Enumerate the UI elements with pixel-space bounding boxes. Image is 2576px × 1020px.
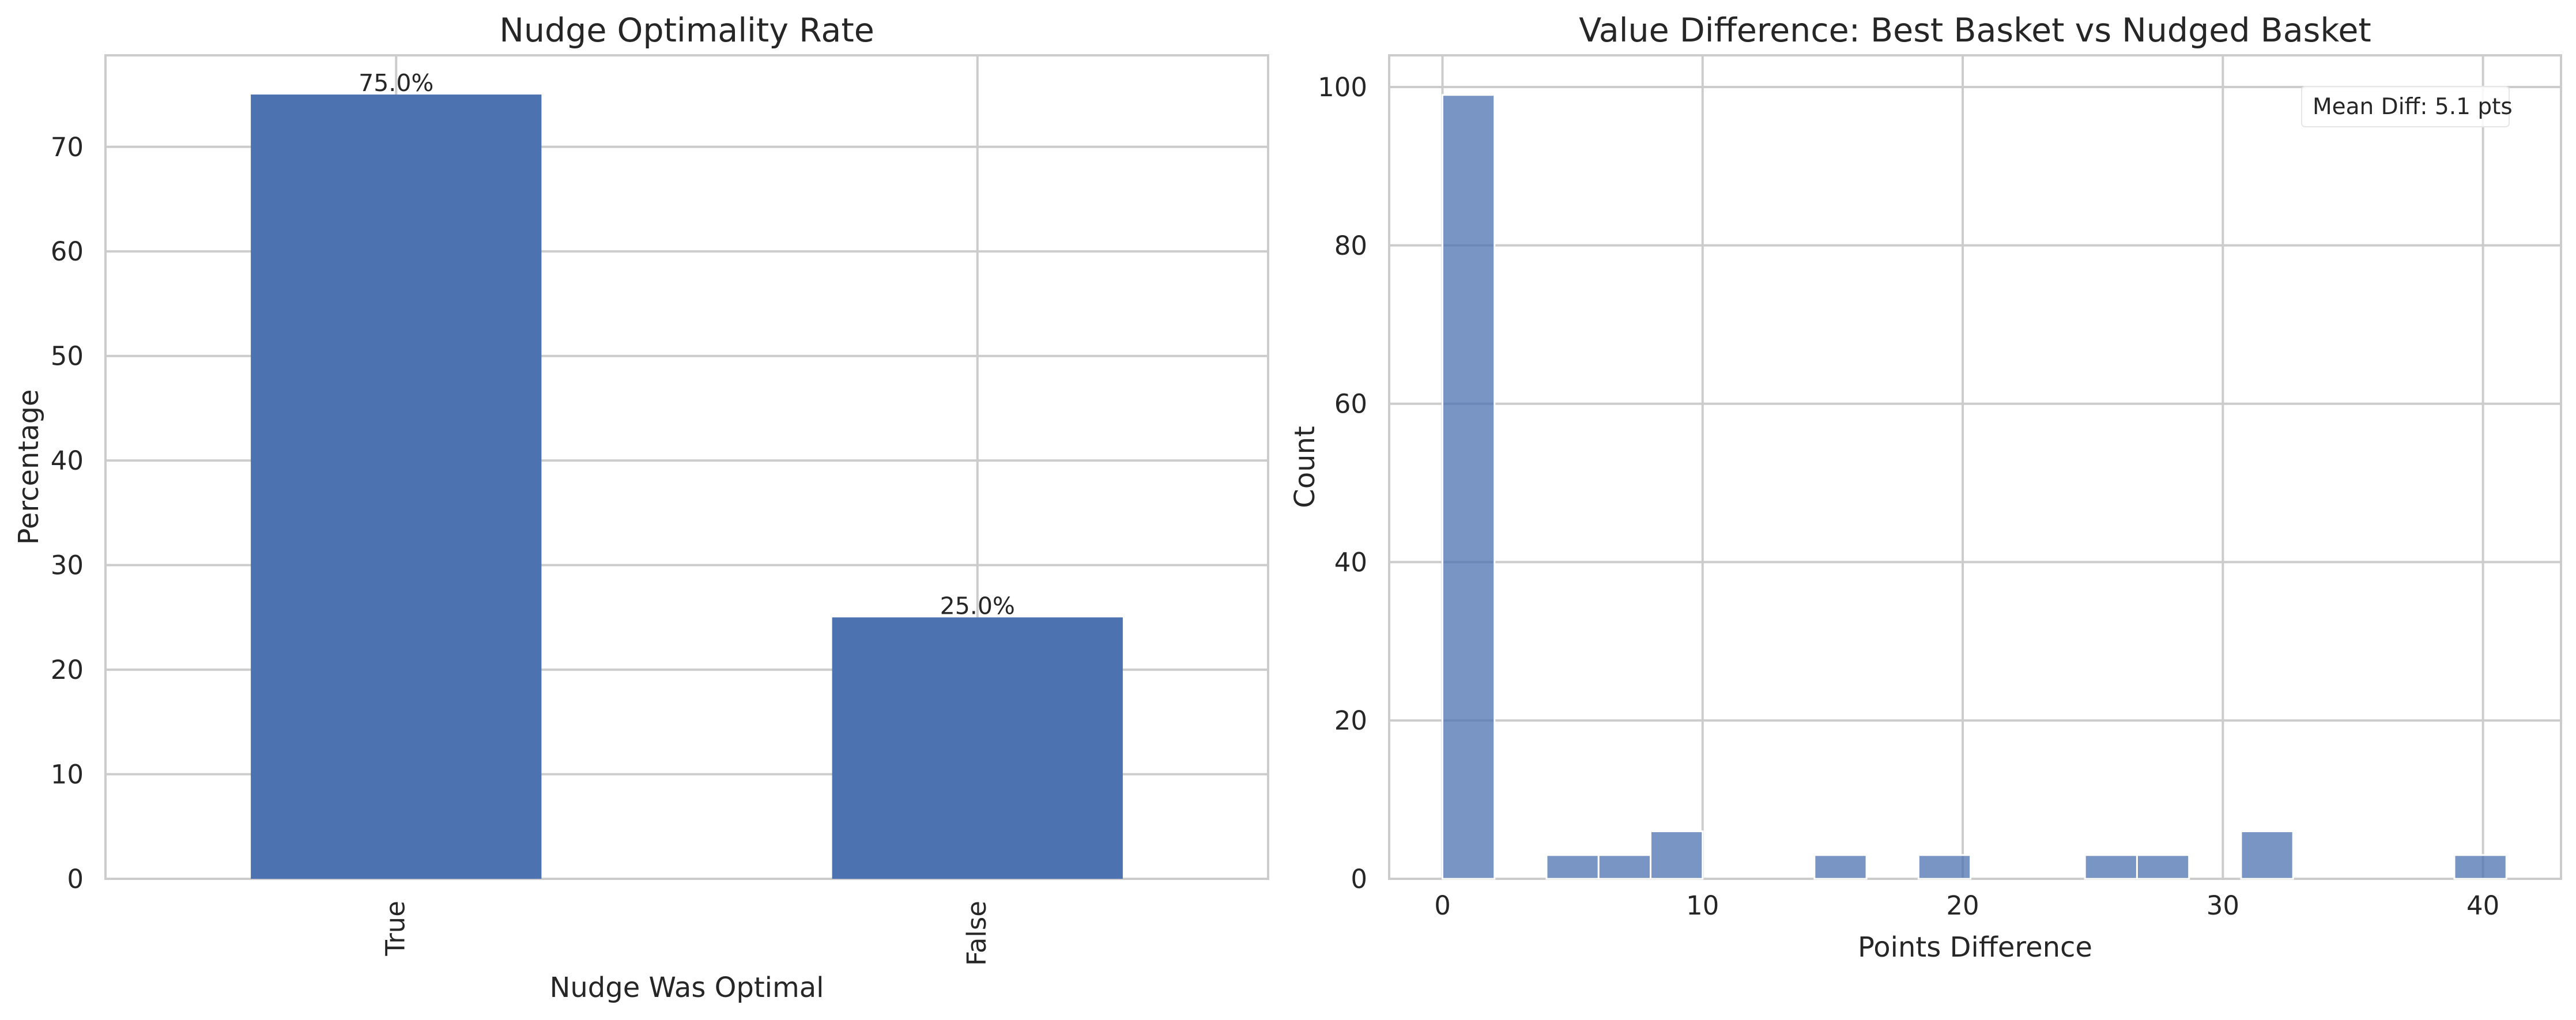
chart-title: Value Difference: Best Basket vs Nudged … [1579, 12, 2371, 50]
x-tick-label: 0 [1434, 890, 1451, 921]
y-tick-label: 30 [51, 550, 84, 581]
x-tick-label: 10 [1686, 890, 1719, 921]
chart-nudge-optimality: 0 10 20 30 40 50 60 70 True False 75.0% 25.0% Nudg… [13, 12, 1269, 1004]
x-tick-label: 30 [2207, 890, 2239, 921]
y-tick-label: 0 [1351, 864, 1367, 894]
gridlines [1389, 55, 2561, 880]
y-tick-label: 10 [51, 760, 84, 790]
x-tick-label: False [961, 901, 992, 966]
histogram-bar [2136, 854, 2190, 880]
bars [251, 95, 1123, 879]
data-label: 75.0% [359, 69, 433, 97]
y-tick-label: 50 [51, 341, 84, 372]
y-axis-label: Percentage [13, 389, 45, 545]
histogram-bars [1442, 94, 2507, 880]
data-labels: 75.0% 25.0% [359, 69, 1015, 619]
y-tick-label: 20 [51, 655, 84, 685]
y-axis-label: Count [1289, 426, 1321, 508]
legend-text: Mean Diff: 5.1 pts [2313, 94, 2513, 120]
x-axis-label: Nudge Was Optimal [549, 972, 824, 1004]
chart-value-difference: 0 20 40 60 80 100 0 10 20 30 40 Mean Diff: 5.1 pts… [1289, 12, 2562, 964]
data-label: 25.0% [940, 592, 1015, 619]
legend: Mean Diff: 5.1 pts [2301, 86, 2513, 127]
x-tick-label: 40 [2466, 890, 2499, 921]
x-tick-label: True [380, 901, 410, 957]
chart-title: Nudge Optimality Rate [499, 12, 874, 50]
x-tick-label: 20 [1946, 890, 1979, 921]
y-tick-label: 60 [51, 236, 84, 267]
y-tick-label: 80 [1334, 231, 1367, 261]
y-tick-label: 40 [1334, 547, 1367, 577]
bar [251, 95, 542, 879]
bar [832, 617, 1123, 879]
histogram-bar [2084, 854, 2138, 880]
histogram-bar [1442, 94, 1496, 880]
y-tick-label: 60 [1334, 389, 1367, 420]
plot-area [1388, 54, 2562, 880]
histogram-bar [2453, 854, 2507, 880]
x-axis-label: Points Difference [1858, 931, 2092, 964]
y-tick-label: 0 [67, 864, 84, 894]
y-tick-label: 40 [51, 445, 84, 476]
histogram-bar [1545, 854, 1600, 880]
tick-labels: 0 20 40 60 80 100 0 10 20 30 40 [1318, 72, 2499, 921]
tick-labels: 0 10 20 30 40 50 60 70 True False [51, 132, 992, 966]
histogram-bar [1917, 854, 1972, 880]
histogram-bar [2240, 830, 2294, 880]
histogram-bar [1813, 854, 1868, 880]
y-tick-label: 70 [51, 132, 84, 163]
histogram-bar [1650, 830, 1704, 880]
y-tick-label: 100 [1318, 72, 1367, 103]
y-tick-label: 20 [1334, 705, 1367, 736]
histogram-bar [1597, 854, 1652, 880]
legend-box [2301, 86, 2510, 127]
